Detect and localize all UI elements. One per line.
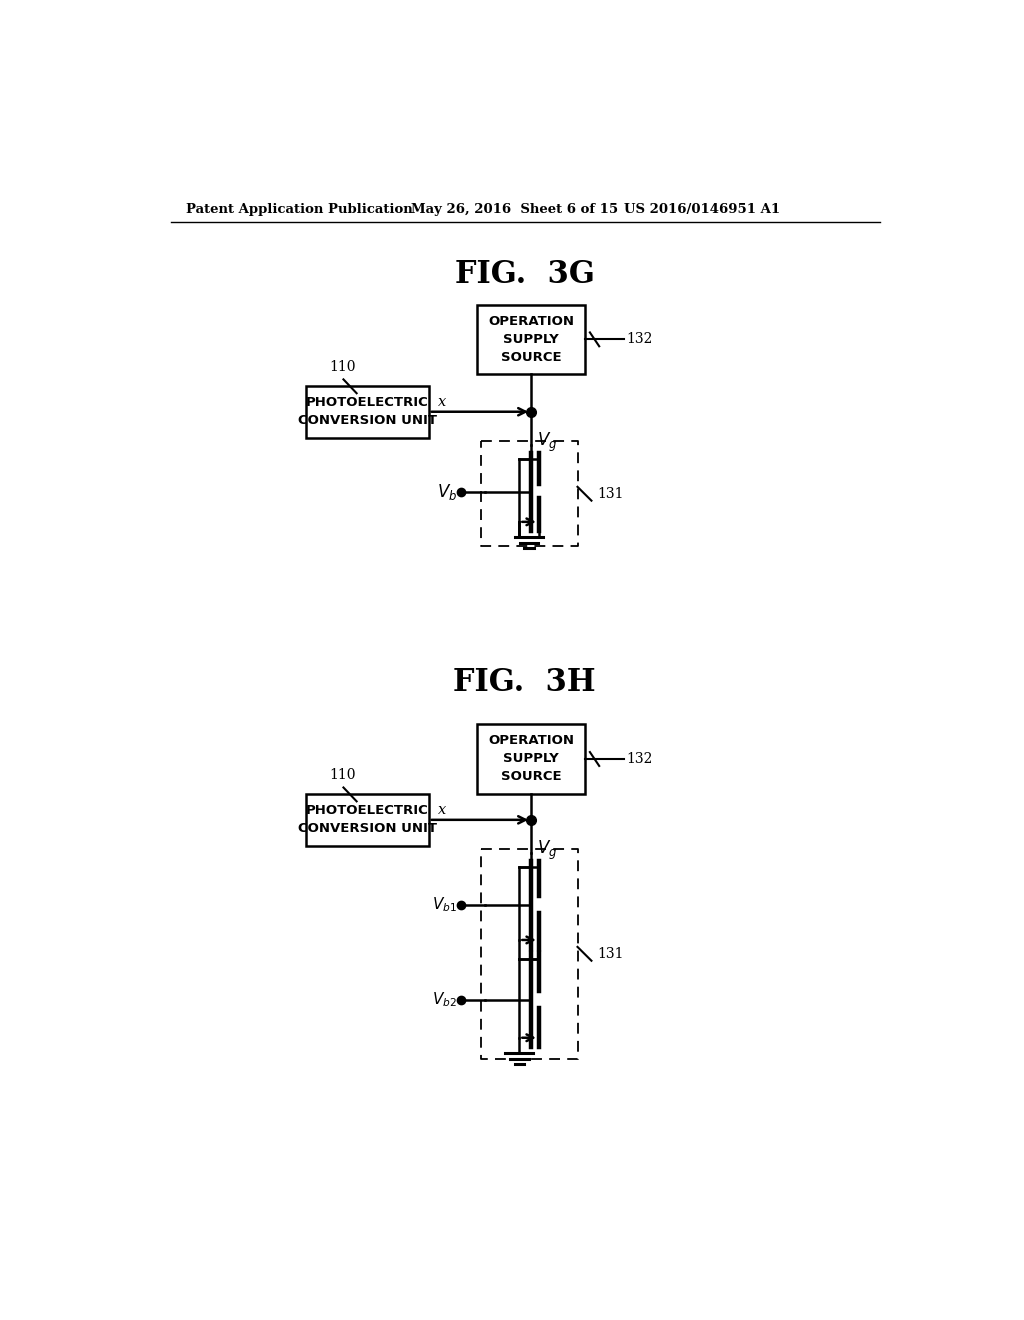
Bar — [477, 725, 586, 793]
Text: $V_g$: $V_g$ — [538, 430, 557, 454]
Text: Patent Application Publication: Patent Application Publication — [186, 203, 413, 216]
Text: $V_b$: $V_b$ — [437, 482, 458, 502]
Bar — [306, 793, 429, 846]
Text: $V_{b1}$: $V_{b1}$ — [432, 895, 458, 915]
Text: US 2016/0146951 A1: US 2016/0146951 A1 — [624, 203, 780, 216]
Text: x: x — [438, 803, 446, 817]
Text: FIG.  3H: FIG. 3H — [454, 667, 596, 697]
Bar — [477, 305, 586, 374]
Text: OPERATION
SUPPLY
SOURCE: OPERATION SUPPLY SOURCE — [488, 734, 574, 784]
Text: 131: 131 — [597, 487, 624, 500]
Text: PHOTOELECTRIC
CONVERSION UNIT: PHOTOELECTRIC CONVERSION UNIT — [298, 804, 437, 836]
Text: 132: 132 — [627, 333, 652, 346]
Text: 132: 132 — [627, 752, 652, 766]
Text: 131: 131 — [597, 946, 624, 961]
Text: 110: 110 — [330, 768, 356, 781]
Bar — [306, 385, 429, 438]
Text: $V_{b2}$: $V_{b2}$ — [432, 990, 458, 1010]
Text: PHOTOELECTRIC
CONVERSION UNIT: PHOTOELECTRIC CONVERSION UNIT — [298, 396, 437, 428]
Text: 110: 110 — [330, 360, 356, 374]
Text: $V_g$: $V_g$ — [538, 840, 557, 862]
Text: x: x — [438, 395, 446, 409]
Text: OPERATION
SUPPLY
SOURCE: OPERATION SUPPLY SOURCE — [488, 315, 574, 364]
Text: FIG.  3G: FIG. 3G — [455, 259, 595, 289]
Text: May 26, 2016  Sheet 6 of 15: May 26, 2016 Sheet 6 of 15 — [411, 203, 618, 216]
